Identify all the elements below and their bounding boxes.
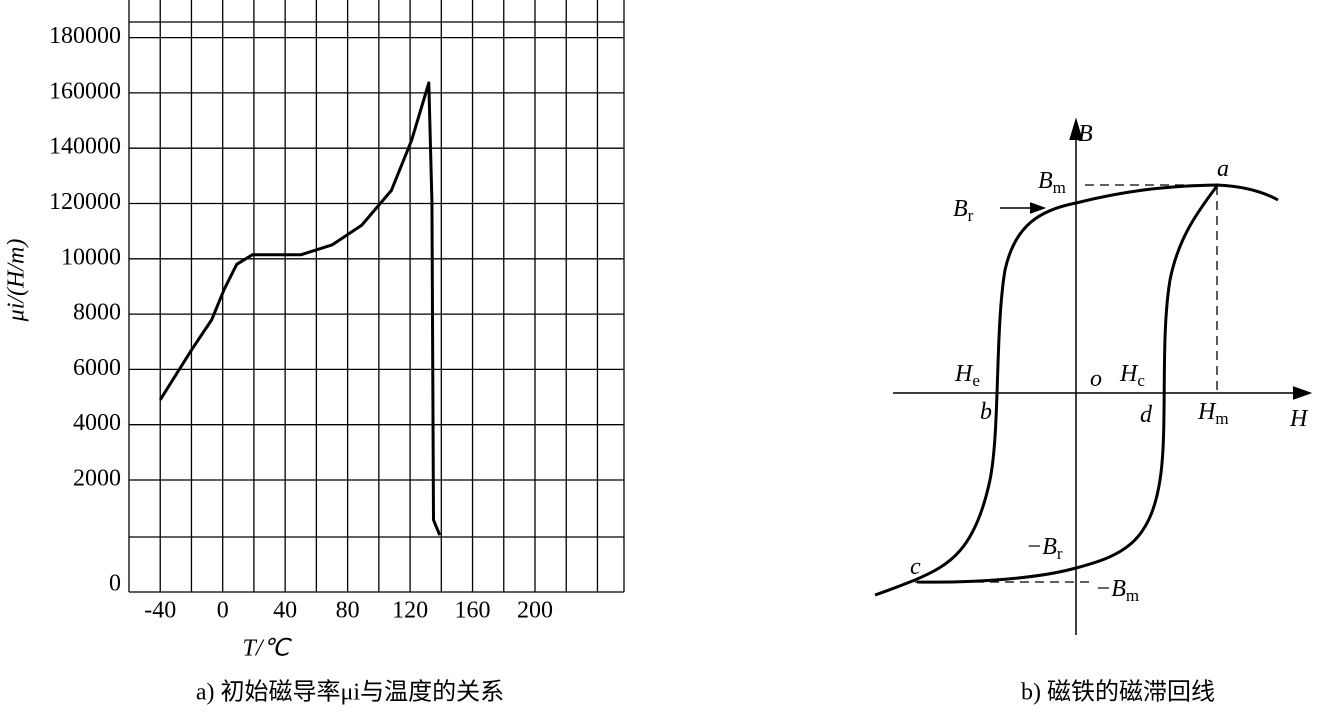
label-sub: r	[968, 206, 974, 225]
label-main: H	[1119, 361, 1139, 387]
label-main: −B	[1026, 534, 1057, 560]
y-tick-label: 6000	[73, 355, 121, 381]
curve-label: d	[1140, 402, 1153, 428]
y-tick-label: 8000	[73, 300, 121, 326]
curve-label: Br	[953, 196, 974, 225]
caption-b: b) 磁铁的磁滞回线	[1021, 679, 1215, 706]
label-main: b	[980, 399, 992, 425]
curve-label: o	[1090, 366, 1102, 392]
curve-label: b	[980, 399, 992, 425]
x-tick-label: 120	[392, 598, 428, 624]
hysteresis-loop	[874, 183, 1279, 597]
curve-label: −Bm	[1095, 576, 1139, 605]
label-sub: c	[1137, 371, 1145, 390]
y-tick-label: 2000	[73, 466, 121, 492]
x-tick-label: 40	[273, 598, 297, 624]
label-main: B	[1078, 121, 1093, 147]
x-tick-label: -40	[144, 598, 176, 624]
label-sub: r	[1057, 544, 1063, 563]
x-tick-label: 80	[336, 598, 360, 624]
curve-label: Hm	[1197, 399, 1229, 428]
label-main: c	[910, 554, 921, 580]
label-main: H	[1197, 399, 1217, 425]
curve-label: He	[954, 361, 980, 390]
label-sub: m	[1215, 409, 1228, 428]
label-main: o	[1090, 366, 1102, 392]
curve-label: Hc	[1119, 361, 1145, 390]
x-tick-label: 200	[517, 598, 553, 624]
label-main: −B	[1095, 576, 1126, 602]
y-tick-label: 4000	[73, 410, 121, 436]
curve-label: Bm	[1038, 168, 1066, 197]
label-main: H	[1289, 406, 1309, 432]
label-main: B	[1038, 168, 1053, 194]
y-tick-label: 140000	[49, 134, 121, 160]
label-main: d	[1140, 402, 1153, 428]
y-axis-label: μi/(H/m)	[4, 239, 30, 323]
curve-label: H	[1289, 406, 1309, 432]
y-tick-label: 10000	[61, 244, 121, 270]
label-main: B	[953, 196, 968, 222]
curve-label: a	[1217, 156, 1229, 182]
caption-a: a) 初始磁导率μi与温度的关系	[196, 679, 504, 706]
curve-label: −Br	[1026, 534, 1063, 563]
y-tick-label: 0	[109, 571, 121, 597]
y-tick-label: 180000	[49, 23, 121, 49]
hysteresis-axes	[893, 117, 1313, 635]
label-main: a	[1217, 156, 1229, 182]
curve-label: B	[1078, 121, 1093, 147]
curve-label: c	[910, 554, 921, 580]
x-axis-label: T/℃	[243, 636, 293, 662]
y-tick-label: 120000	[49, 189, 121, 215]
label-main: H	[954, 361, 974, 387]
label-sub: m	[1126, 586, 1139, 605]
data-line	[158, 81, 442, 536]
label-sub: e	[972, 371, 980, 390]
x-tick-label: 0	[217, 598, 229, 624]
label-sub: m	[1053, 178, 1066, 197]
y-tick-label: 160000	[49, 78, 121, 104]
x-tick-label: 160	[455, 598, 491, 624]
